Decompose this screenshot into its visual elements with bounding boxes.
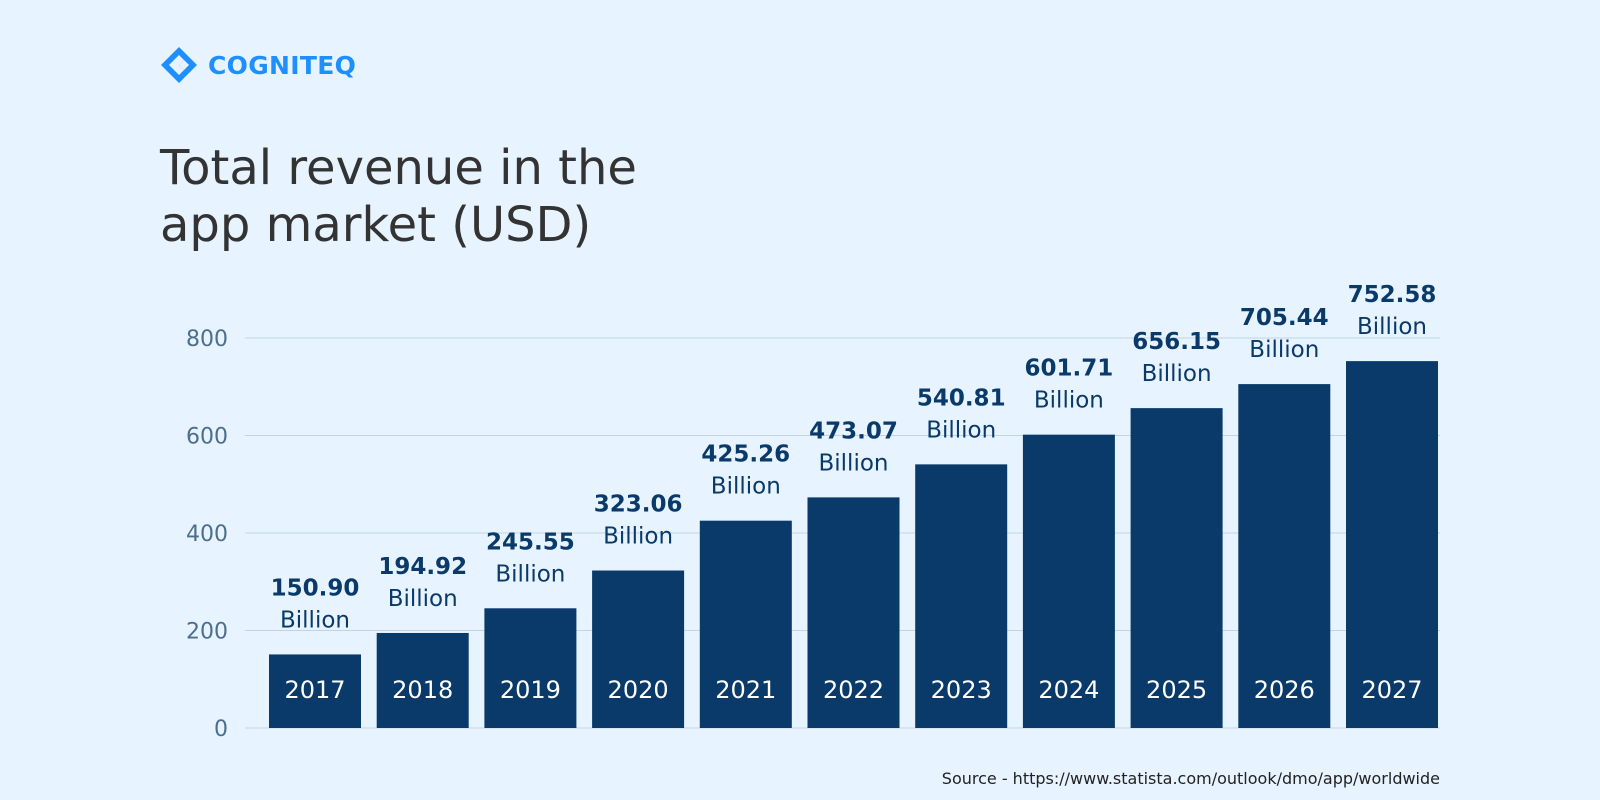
bar-value-label: 705.44 <box>1240 305 1329 331</box>
y-tick-label: 0 <box>214 717 228 742</box>
bar-unit-label: Billion <box>711 474 781 500</box>
y-tick-label: 200 <box>186 620 228 645</box>
bar-unit-label: Billion <box>1249 337 1319 363</box>
brand-name: COGNITEQ <box>208 50 357 80</box>
bar <box>484 608 577 728</box>
bar-category-label: 2019 <box>500 676 561 704</box>
source-note: Source - https://www.statista.com/outloo… <box>941 769 1440 788</box>
cogniteq-logo-icon <box>161 47 197 83</box>
bar-category-label: 2021 <box>715 676 776 704</box>
bar-value-label: 601.71 <box>1025 356 1114 382</box>
bar-category-label: 2020 <box>608 676 669 704</box>
page-title-line-2: app market (USD) <box>160 197 592 253</box>
y-tick-label: 800 <box>186 327 228 352</box>
bar-unit-label: Billion <box>926 417 996 443</box>
bar <box>1238 384 1331 728</box>
bar-category-label: 2023 <box>931 676 992 704</box>
bar-category-label: 2018 <box>392 676 453 704</box>
bar-value-label: 752.58 <box>1348 282 1437 308</box>
bar-value-label: 540.81 <box>917 385 1006 411</box>
bar-unit-label: Billion <box>1357 314 1427 340</box>
bar <box>269 654 361 728</box>
bar-category-label: 2025 <box>1146 676 1207 704</box>
bar-unit-label: Billion <box>495 561 565 587</box>
bar-unit-label: Billion <box>1034 388 1104 414</box>
bar-value-label: 656.15 <box>1132 329 1221 355</box>
bar <box>807 497 900 728</box>
bar <box>1022 434 1115 728</box>
bar-value-label: 150.90 <box>271 575 360 601</box>
bar-category-label: 2017 <box>284 676 345 704</box>
bar-value-label: 245.55 <box>486 529 575 555</box>
bar <box>1346 361 1438 728</box>
bar-category-label: 2024 <box>1038 676 1099 704</box>
bar-unit-label: Billion <box>388 586 458 612</box>
bar-unit-label: Billion <box>1142 361 1212 387</box>
bar-value-label: 425.26 <box>701 442 790 468</box>
page-title: Total revenue in the app market (USD) <box>160 140 637 254</box>
page-title-line-1: Total revenue in the <box>160 140 637 196</box>
bar-value-label: 194.92 <box>378 554 467 580</box>
y-tick-label: 600 <box>186 425 228 450</box>
bar <box>376 632 469 728</box>
brand-logo: COGNITEQ <box>160 46 356 84</box>
bar-value-label: 323.06 <box>594 492 683 518</box>
bar-category-label: 2022 <box>823 676 884 704</box>
bar <box>592 570 685 728</box>
bar-category-label: 2026 <box>1254 676 1315 704</box>
bar <box>1130 408 1223 728</box>
bar-unit-label: Billion <box>819 450 889 476</box>
bar-unit-label: Billion <box>280 607 350 633</box>
bar-unit-label: Billion <box>603 524 673 550</box>
bar-value-label: 473.07 <box>809 418 898 444</box>
bar <box>699 520 792 728</box>
bar <box>915 464 1008 728</box>
bar-category-label: 2027 <box>1361 676 1422 704</box>
y-tick-label: 400 <box>186 522 228 547</box>
